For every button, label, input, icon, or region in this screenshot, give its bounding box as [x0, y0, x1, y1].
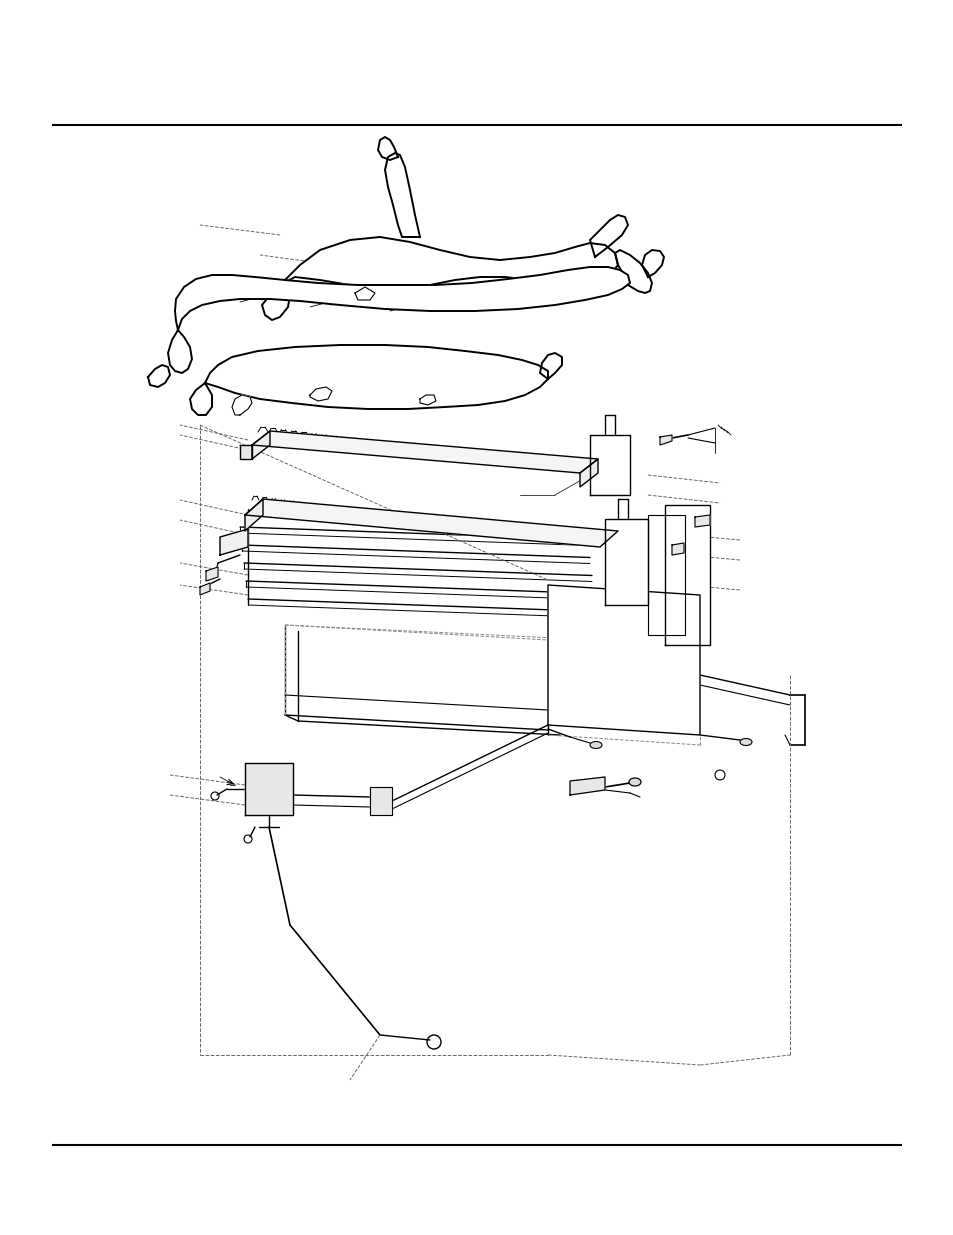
Polygon shape — [589, 215, 627, 257]
Polygon shape — [252, 431, 598, 473]
Polygon shape — [695, 515, 709, 527]
Polygon shape — [245, 499, 618, 547]
Polygon shape — [604, 519, 647, 605]
Polygon shape — [190, 383, 212, 415]
Polygon shape — [419, 395, 436, 405]
Polygon shape — [205, 345, 547, 409]
Polygon shape — [615, 249, 651, 293]
Polygon shape — [671, 543, 683, 555]
Polygon shape — [240, 445, 252, 459]
Polygon shape — [206, 567, 218, 580]
Polygon shape — [262, 285, 290, 320]
Polygon shape — [200, 583, 210, 595]
Polygon shape — [377, 137, 397, 161]
Ellipse shape — [628, 778, 640, 785]
Polygon shape — [148, 366, 170, 387]
Ellipse shape — [740, 739, 751, 746]
Polygon shape — [370, 787, 392, 815]
Polygon shape — [569, 777, 604, 795]
Circle shape — [373, 793, 389, 809]
Ellipse shape — [589, 741, 601, 748]
Polygon shape — [220, 529, 248, 555]
Polygon shape — [539, 353, 561, 379]
Polygon shape — [385, 153, 419, 237]
Polygon shape — [589, 435, 629, 495]
Polygon shape — [232, 395, 252, 415]
Polygon shape — [280, 237, 618, 289]
Polygon shape — [168, 330, 192, 373]
Polygon shape — [174, 267, 629, 330]
Polygon shape — [641, 249, 663, 277]
Polygon shape — [579, 459, 598, 487]
Polygon shape — [664, 505, 709, 645]
Polygon shape — [245, 499, 263, 531]
Polygon shape — [252, 431, 270, 459]
Polygon shape — [547, 585, 700, 735]
Polygon shape — [659, 435, 671, 445]
Polygon shape — [310, 387, 332, 401]
Polygon shape — [245, 763, 293, 815]
Polygon shape — [647, 515, 684, 635]
Polygon shape — [355, 287, 375, 300]
